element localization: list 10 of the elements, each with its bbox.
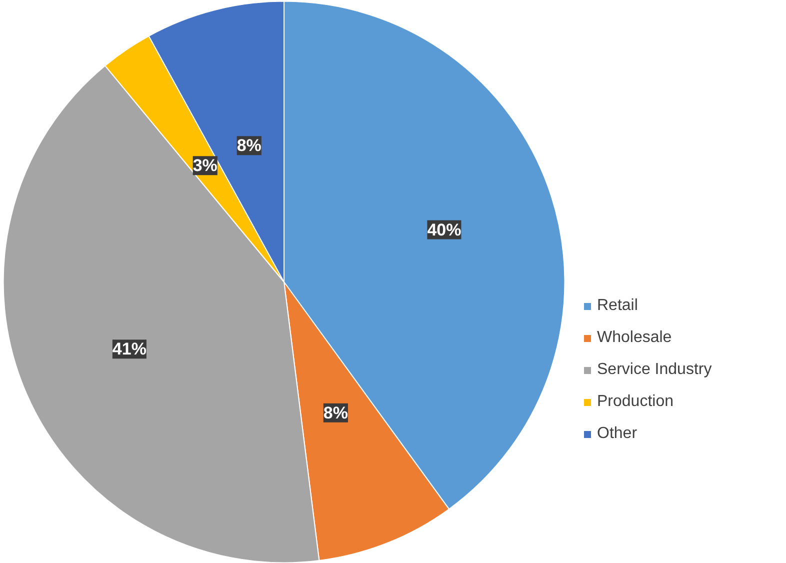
data-label: 3% [192, 156, 218, 176]
data-label: 8% [323, 403, 348, 422]
legend-label: Retail [597, 297, 638, 315]
data-label: 40% [427, 220, 462, 240]
legend-label: Production [597, 393, 674, 411]
legend-label: Service Industry [597, 361, 712, 379]
legend-label: Wholesale [597, 329, 672, 347]
data-label: 41% [112, 340, 146, 359]
legend-label: Other [597, 425, 638, 443]
data-label: 8% [236, 136, 262, 156]
